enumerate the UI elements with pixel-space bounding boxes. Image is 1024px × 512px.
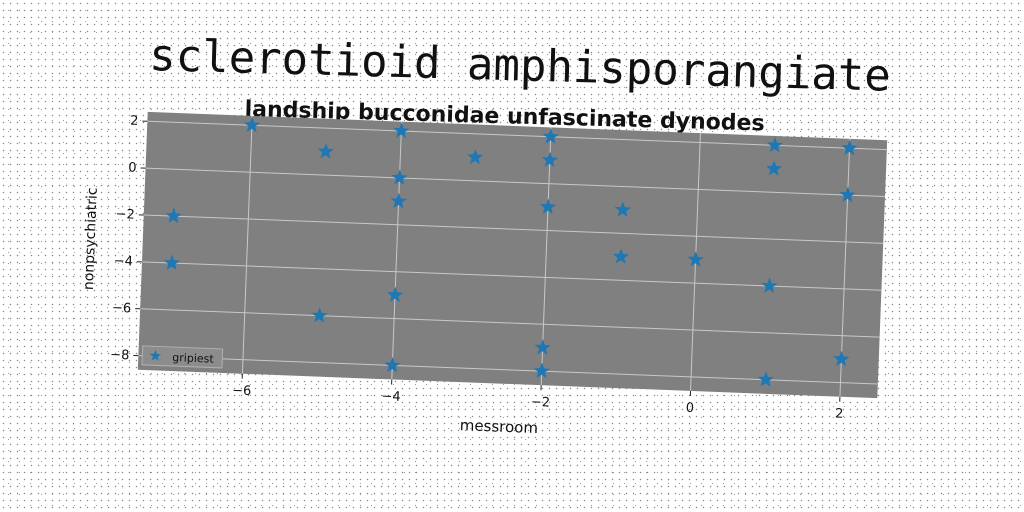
y-tick-label: −4 bbox=[114, 254, 134, 270]
data-point-star bbox=[311, 307, 328, 323]
y-grid-line bbox=[147, 120, 887, 151]
data-point-star bbox=[317, 143, 334, 159]
legend-label: gripiest bbox=[172, 351, 215, 366]
x-tick-label: −6 bbox=[232, 383, 252, 399]
data-point-star bbox=[540, 198, 557, 215]
data-point-star bbox=[165, 207, 182, 224]
data-point-star bbox=[765, 160, 783, 176]
data-point-star bbox=[841, 139, 858, 156]
data-point-star bbox=[757, 371, 774, 387]
y-tick-label: −8 bbox=[110, 348, 130, 364]
plot-area: −6 −4 −2 0 2 −8 −6 −4 −2 0 2 messroom nonpsychiat… bbox=[81, 111, 888, 437]
data-point-star bbox=[833, 350, 850, 367]
data-point-star bbox=[163, 254, 181, 271]
legend-marker-star-icon bbox=[149, 349, 162, 361]
legend-box bbox=[141, 345, 224, 369]
x-tick-label: −4 bbox=[381, 389, 401, 405]
plot-background bbox=[137, 111, 888, 399]
data-point-star bbox=[612, 248, 630, 264]
x-tick-label: 2 bbox=[835, 407, 844, 422]
y-grid-line bbox=[138, 355, 878, 385]
data-point-star bbox=[839, 186, 856, 203]
data-point-star bbox=[541, 151, 558, 168]
y-tick-label: −6 bbox=[112, 301, 132, 317]
y-axis-ticks: −8 −6 −4 −2 0 2 bbox=[110, 114, 148, 364]
y-grid-line bbox=[140, 308, 880, 338]
data-points bbox=[163, 116, 858, 387]
x-grid-line bbox=[391, 121, 403, 380]
data-point-star bbox=[614, 201, 631, 218]
y-tick-label: −2 bbox=[115, 207, 135, 223]
data-point-star bbox=[387, 286, 404, 303]
x-tick-label: 0 bbox=[685, 401, 694, 416]
data-point-star bbox=[393, 122, 410, 139]
y-grid-line bbox=[143, 214, 884, 244]
data-point-star bbox=[534, 339, 551, 355]
data-point-star bbox=[243, 116, 261, 133]
data-point-star bbox=[533, 362, 550, 379]
data-point-star bbox=[542, 128, 559, 144]
y-grid-line bbox=[145, 167, 886, 198]
x-grid-line bbox=[241, 115, 253, 374]
legend: gripiest bbox=[141, 345, 224, 369]
y-tick-label: 2 bbox=[130, 114, 139, 129]
x-tick-label: −2 bbox=[531, 395, 551, 411]
data-point-star bbox=[687, 251, 704, 267]
data-point-star bbox=[766, 136, 783, 153]
data-point-star bbox=[761, 277, 778, 294]
data-point-star bbox=[467, 148, 484, 165]
x-axis-label: messroom bbox=[459, 416, 538, 437]
data-point-star bbox=[384, 356, 401, 373]
y-tick-label: 0 bbox=[128, 160, 137, 175]
y-axis-label: nonpsychiatric bbox=[81, 187, 101, 290]
x-axis-ticks: −6 −4 −2 0 2 bbox=[232, 373, 844, 422]
y-grid-line bbox=[141, 261, 882, 291]
data-point-star bbox=[390, 192, 407, 209]
grid-lines bbox=[138, 115, 887, 397]
data-point-star bbox=[391, 169, 408, 185]
